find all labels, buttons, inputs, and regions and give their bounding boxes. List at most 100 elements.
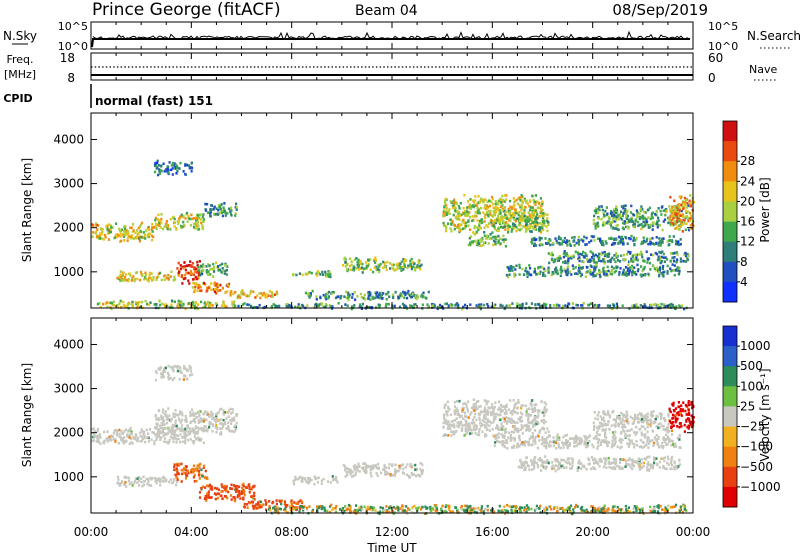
- power-cell: [499, 197, 502, 201]
- power-cell: [194, 301, 197, 304]
- power-cell: [494, 242, 497, 246]
- vel-cell: [175, 413, 178, 417]
- vel-cell: [131, 442, 134, 445]
- power-cell: [409, 259, 412, 263]
- power-cell: [207, 273, 210, 276]
- power-cell: [557, 237, 560, 240]
- power-cell: [547, 252, 550, 255]
- vel-cell: [330, 503, 333, 507]
- power-cell: [644, 240, 647, 244]
- vel-cell: [415, 467, 419, 471]
- cpid-panel: CPID normal (fast) 151: [3, 84, 213, 108]
- power-cell: [459, 214, 462, 218]
- vel-cell: [485, 434, 488, 437]
- vel-cell: [150, 484, 153, 487]
- power-cell: [511, 216, 514, 219]
- vel-cell: [231, 408, 234, 411]
- power-cell: [102, 302, 105, 306]
- power-cell: [402, 290, 405, 294]
- power-cell: [669, 222, 672, 226]
- power-cell: [576, 252, 580, 255]
- power-cell: [157, 272, 160, 276]
- vel-cell: [485, 402, 488, 406]
- power-cell: [687, 210, 690, 214]
- power-cell: [115, 233, 118, 236]
- vel-cell: [178, 427, 181, 431]
- vel-cell: [299, 505, 302, 508]
- power-cell: [193, 288, 197, 292]
- vel-cell: [172, 440, 175, 443]
- vel-cell: [626, 511, 629, 514]
- vel-cell: [501, 405, 504, 408]
- vel-cell: [301, 476, 304, 480]
- vel-cell: [447, 506, 450, 510]
- power-cell: [672, 209, 676, 212]
- power-cell: [492, 202, 495, 206]
- power-cell: [494, 200, 497, 203]
- vel-cell: [174, 473, 177, 477]
- power-cell: [674, 208, 677, 211]
- vel-cell: [145, 428, 148, 432]
- power-cell: [256, 294, 259, 298]
- vel-cell: [364, 466, 367, 469]
- power-cell: [668, 305, 671, 308]
- vel-cell: [178, 419, 181, 422]
- power-cell: [621, 239, 624, 243]
- power-cell: [493, 304, 496, 308]
- vel-cell: [207, 490, 210, 493]
- colorbar-tick-label: 16: [740, 215, 755, 229]
- vel-cell: [116, 475, 120, 479]
- vel-cell: [321, 505, 324, 508]
- power-cell: [652, 253, 655, 257]
- vel-cell: [227, 421, 230, 424]
- power-cell: [295, 273, 298, 277]
- power-cell: [186, 163, 189, 167]
- power-cell: [480, 218, 483, 221]
- power-cell: [172, 216, 175, 219]
- vel-cell: [486, 413, 489, 416]
- vel-cell: [664, 506, 667, 509]
- power-cell: [692, 200, 696, 204]
- power-cell: [595, 209, 598, 212]
- power-cell: [540, 223, 544, 227]
- power-cell: [334, 296, 338, 300]
- power-cell: [123, 229, 126, 233]
- power-cell: [502, 234, 505, 238]
- power-cell: [185, 271, 188, 275]
- power-cell: [644, 211, 647, 214]
- vel-cell: [576, 505, 579, 508]
- power-cell: [470, 205, 473, 208]
- power-cell: [482, 220, 485, 224]
- vel-cell: [486, 423, 489, 426]
- vel-cell: [480, 507, 483, 511]
- power-cell: [385, 292, 388, 296]
- power-cell: [584, 275, 587, 278]
- vel-cell: [354, 508, 357, 512]
- power-cell: [380, 294, 383, 297]
- power-cell: [140, 235, 143, 239]
- power-cell: [512, 266, 515, 269]
- power-cell: [345, 263, 348, 267]
- power-cell: [504, 215, 508, 219]
- power-cell: [197, 266, 200, 269]
- power-cell: [146, 278, 149, 281]
- power-cell: [92, 231, 95, 234]
- vel-echo-region: [442, 398, 550, 438]
- vel-cell: [211, 423, 214, 426]
- vel-cell: [129, 433, 132, 436]
- vel-cell: [371, 467, 374, 470]
- vel-cell: [259, 500, 263, 504]
- power-cell: [181, 225, 184, 229]
- vel-cell: [136, 477, 139, 480]
- power-cell: [622, 221, 625, 225]
- vel-cell: [170, 481, 174, 485]
- power-cell: [601, 240, 604, 243]
- vel-cell: [111, 435, 115, 438]
- power-cell: [199, 285, 202, 289]
- power-cell: [477, 228, 480, 232]
- power-cell: [504, 223, 507, 227]
- vel-cell: [385, 505, 388, 508]
- power-cell: [678, 195, 681, 198]
- power-cell: [600, 252, 603, 256]
- power-cell: [520, 204, 524, 207]
